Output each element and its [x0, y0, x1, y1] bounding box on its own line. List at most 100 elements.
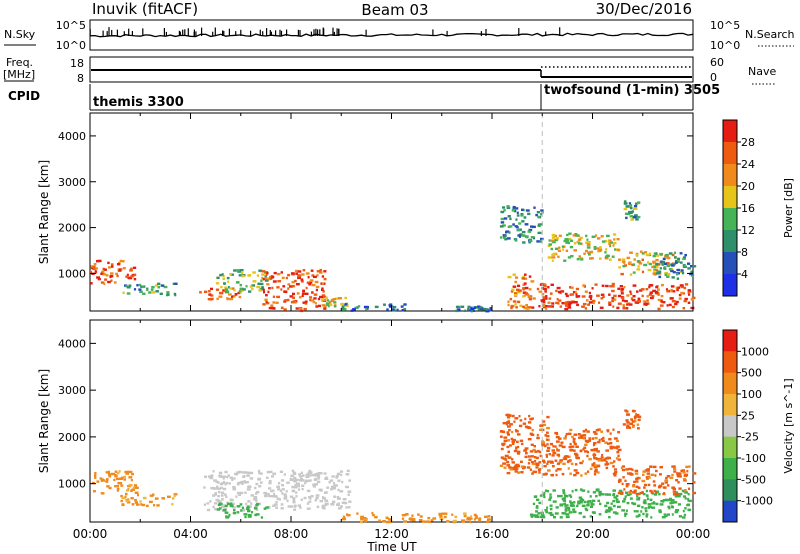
data-cell [651, 502, 656, 505]
data-cell [617, 458, 621, 461]
data-cell [251, 284, 256, 287]
data-cell [526, 307, 530, 311]
nave-axis-bottom: 0 [710, 71, 717, 84]
data-cell [339, 490, 344, 493]
data-cell [272, 472, 276, 475]
data-cell [653, 489, 656, 493]
data-cell [252, 271, 256, 274]
data-cell [559, 305, 563, 308]
data-cell [634, 419, 637, 423]
data-cell [690, 265, 693, 268]
data-cell [439, 515, 443, 518]
data-cell [269, 277, 273, 280]
data-cell [527, 455, 531, 458]
data-cell [237, 291, 241, 295]
data-cell [295, 491, 298, 494]
data-cell [587, 470, 590, 473]
data-cell [307, 474, 312, 477]
data-cell [629, 292, 633, 296]
data-cell [599, 306, 604, 309]
data-cell [330, 488, 334, 491]
data-cell [606, 234, 610, 238]
y-tick-label: 2000 [58, 431, 86, 444]
data-cell [665, 288, 668, 291]
data-cell [470, 310, 473, 313]
data-cell [639, 491, 644, 495]
data-cell [336, 472, 341, 476]
data-cell [122, 291, 125, 294]
data-cell [120, 484, 124, 487]
data-cell [545, 453, 548, 457]
data-cell [249, 471, 254, 475]
data-cell [280, 271, 283, 274]
data-cell [269, 494, 272, 498]
data-cell [549, 493, 552, 496]
data-cell [527, 462, 531, 465]
data-cell [114, 473, 117, 477]
data-cell [627, 212, 631, 215]
data-cell [617, 454, 620, 457]
data-cell [128, 470, 133, 474]
data-cell [283, 495, 288, 498]
data-cell [621, 482, 624, 486]
data-cell [546, 431, 549, 434]
data-cell [551, 236, 556, 239]
data-cell [637, 514, 641, 517]
data-cell [563, 437, 567, 440]
data-cell [521, 234, 526, 237]
data-cell [110, 279, 113, 282]
data-cell [116, 471, 120, 475]
data-cell [630, 297, 634, 300]
data-cell [246, 488, 251, 491]
data-cell [563, 259, 567, 262]
data-cell [605, 509, 608, 512]
data-cell [408, 517, 413, 521]
data-cell [687, 499, 690, 502]
data-cell [107, 473, 112, 476]
data-cell [636, 290, 639, 293]
data-cell [666, 304, 669, 307]
data-cell [633, 480, 636, 484]
data-cell [332, 298, 336, 301]
data-cell [212, 505, 215, 509]
data-cell [642, 492, 646, 496]
data-cell [658, 510, 662, 514]
data-cell [633, 258, 636, 261]
data-cell [608, 242, 611, 246]
data-cell [569, 442, 572, 446]
data-cell [232, 486, 236, 489]
data-cell [529, 239, 533, 243]
data-cell [678, 492, 683, 496]
data-cell [239, 283, 242, 287]
data-cell [551, 454, 555, 457]
data-cell [203, 486, 206, 489]
data-cell [580, 258, 584, 261]
data-cell [540, 209, 544, 212]
data-cell [576, 303, 580, 307]
data-cell [505, 231, 508, 234]
data-cell [671, 253, 675, 257]
y-tick-label: 1000 [58, 267, 86, 280]
data-cell [297, 504, 301, 507]
data-cell [348, 479, 351, 482]
data-cell [446, 520, 450, 523]
data-cell [583, 500, 587, 504]
data-cell [552, 445, 555, 448]
data-cell [628, 426, 632, 429]
data-cell [554, 445, 557, 448]
data-cell [586, 243, 591, 247]
data-cell [687, 262, 691, 265]
data-cell [343, 501, 348, 505]
data-cell [685, 473, 689, 476]
data-cell [692, 265, 697, 268]
data-cell [120, 499, 123, 503]
data-cell [233, 269, 237, 272]
data-cell [561, 302, 565, 305]
colorbar-swatch [723, 164, 737, 187]
data-cell [617, 294, 622, 298]
data-cell [645, 489, 649, 493]
data-cell [401, 517, 405, 520]
data-cell [538, 450, 542, 454]
data-cell [648, 262, 652, 266]
